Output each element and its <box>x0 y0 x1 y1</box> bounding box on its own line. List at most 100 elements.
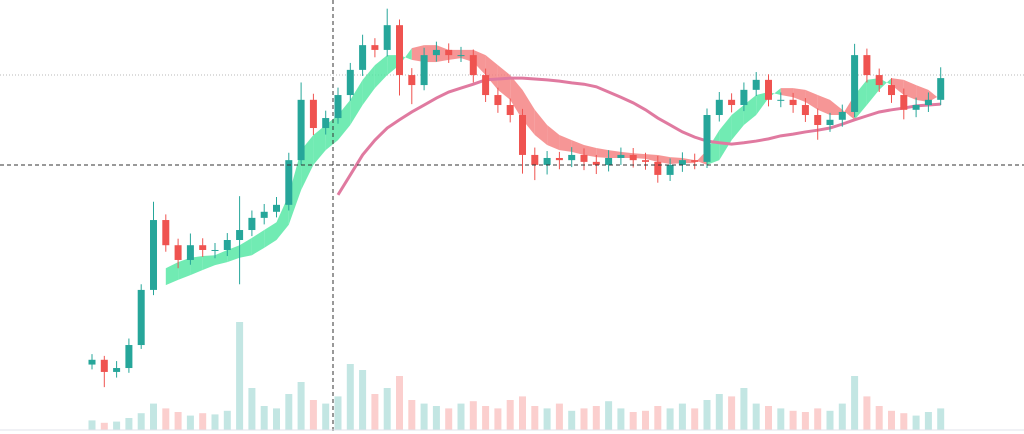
ribbon-segment <box>928 89 941 102</box>
volume-bar <box>691 408 699 430</box>
candle-body <box>285 160 293 205</box>
ribbon-segment <box>584 144 597 158</box>
candle-body <box>334 95 342 119</box>
volume-bar <box>150 403 157 430</box>
ribbon-segment <box>768 88 781 99</box>
ribbon-segment <box>559 134 572 152</box>
ribbon-segment <box>190 256 203 276</box>
ribbon-segment <box>215 249 228 266</box>
candle-body <box>666 164 674 175</box>
candle-body <box>814 115 822 125</box>
volume-bar <box>863 396 871 430</box>
candle-body <box>174 245 182 260</box>
candle-body <box>346 69 354 96</box>
candle-body <box>555 157 563 161</box>
volume-bar <box>223 410 231 430</box>
volume-bar <box>506 400 514 430</box>
volume-bar <box>555 403 563 430</box>
candle-body <box>432 49 440 56</box>
ribbon-segment <box>202 255 215 270</box>
candle-body <box>937 78 945 100</box>
ribbon-segment <box>264 222 277 248</box>
volume-bar <box>937 408 945 430</box>
volume-bar <box>100 422 108 430</box>
ribbon-segment <box>288 150 302 225</box>
ribbon-segment <box>178 257 191 280</box>
ribbon-segment <box>817 95 830 116</box>
candle-body <box>777 99 785 101</box>
ribbon-segment <box>657 154 671 165</box>
candle-body <box>592 161 600 165</box>
candle-body <box>888 85 895 96</box>
ribbon-segment <box>165 262 179 286</box>
volume-bar <box>359 370 367 430</box>
candle-body <box>851 55 859 112</box>
candle-body <box>752 79 760 90</box>
volume-bar <box>789 410 797 430</box>
candle-body <box>826 119 834 125</box>
candle-body <box>678 160 686 165</box>
ma-line <box>336 76 941 196</box>
moving-average <box>336 76 941 196</box>
candle-body <box>383 25 391 50</box>
volume-bar <box>703 400 711 430</box>
volume-bar <box>457 403 465 430</box>
volume-pane <box>88 322 945 430</box>
volume-bar <box>371 394 379 430</box>
volume-bar <box>642 410 649 430</box>
candle-body <box>100 359 108 372</box>
volume-bar <box>162 408 170 430</box>
candle-body <box>469 55 477 76</box>
volume-bar <box>801 412 809 430</box>
candle-body <box>728 99 736 106</box>
candle-body <box>408 75 416 86</box>
candle-body <box>137 289 145 346</box>
ribbon-segment <box>436 45 449 63</box>
volume-bar <box>568 410 576 430</box>
candle-body <box>359 45 367 70</box>
candle-body <box>457 55 465 57</box>
volume-bar <box>396 376 403 430</box>
candle-body <box>273 204 280 212</box>
volume-bar <box>592 406 600 430</box>
ribbon-segment <box>903 79 917 100</box>
ribbon <box>165 45 941 286</box>
candles <box>88 8 945 388</box>
volume-bar <box>408 400 416 430</box>
ribbon-segment <box>338 99 351 141</box>
candle-body <box>765 79 772 100</box>
candle-body <box>260 211 268 218</box>
candle-body <box>297 99 305 161</box>
candle-body <box>88 359 96 365</box>
volume-bar <box>543 408 551 430</box>
volume-bar <box>137 413 145 430</box>
ribbon-segment <box>793 88 806 102</box>
volume-bar <box>826 410 834 430</box>
volume-bar <box>765 406 772 430</box>
volume-bar <box>236 322 244 430</box>
volume-bar <box>125 418 133 430</box>
volume-bar <box>260 406 268 430</box>
volume-bar <box>420 403 428 430</box>
volume-bar <box>912 415 920 430</box>
candle-body <box>924 99 932 106</box>
volume-bar <box>445 408 453 430</box>
volume-bar <box>851 376 859 430</box>
candle-body <box>236 230 244 241</box>
ribbon-segment <box>731 105 744 141</box>
candle-body <box>531 154 539 165</box>
volume-bar <box>605 401 613 430</box>
candle-body <box>740 89 748 106</box>
candle-body <box>248 217 256 231</box>
volume-bar <box>654 406 662 430</box>
candle-body <box>543 157 551 165</box>
volume-bar <box>322 403 330 430</box>
volume-bar <box>297 382 305 430</box>
volume-bar <box>482 406 490 430</box>
ribbon-segment <box>645 154 658 162</box>
ribbon-segment <box>350 79 363 125</box>
volume-bar <box>900 413 908 430</box>
ribbon-segment <box>571 140 584 155</box>
candle-body <box>838 111 846 120</box>
candle-body <box>396 25 403 76</box>
